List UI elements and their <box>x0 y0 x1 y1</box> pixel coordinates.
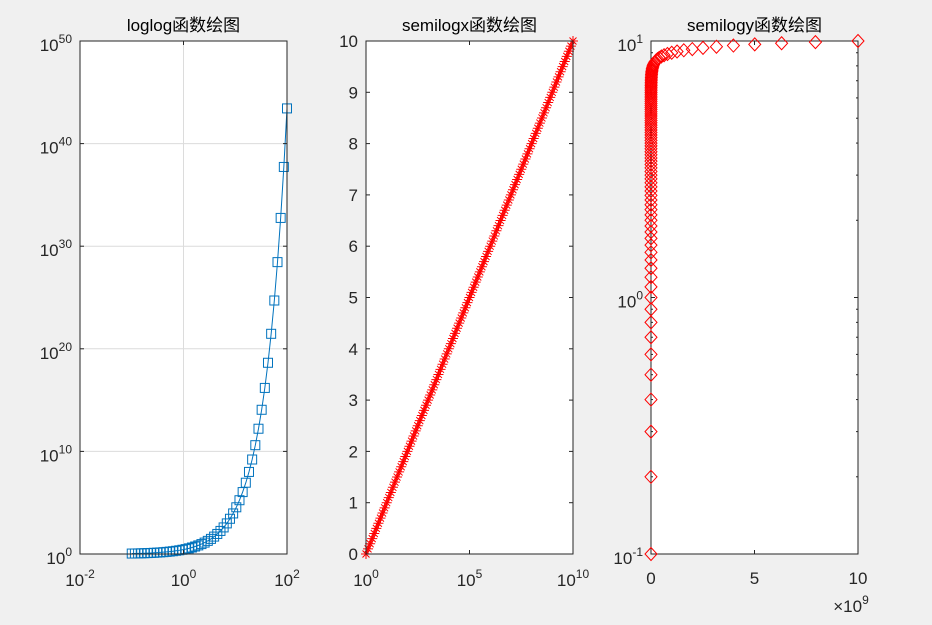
tick-label: 1010 <box>40 442 73 465</box>
tick-label: 1010 <box>557 567 590 590</box>
data-series <box>644 33 865 562</box>
tick-label: 2 <box>349 442 358 461</box>
tick-label: 1040 <box>40 135 73 158</box>
tick-label: 6 <box>349 237 358 256</box>
subplot-loglog: loglog函数绘图 10-2 100 1021001010102010301040… <box>40 16 300 590</box>
tick-label: 0 <box>646 569 655 588</box>
tick-label: 1030 <box>40 237 73 260</box>
tick-label: 100 <box>617 289 643 312</box>
tick-marks <box>365 40 574 555</box>
tick-label: 1 <box>349 494 358 513</box>
plot-title: semilogx函数绘图 <box>402 16 537 35</box>
tick-label: 5 <box>750 569 759 588</box>
subplot-semilogy: semilogy函数绘图 0 5 10 10-1 100 101 ×109 <box>613 16 869 616</box>
data-series <box>361 36 578 559</box>
tick-label: 9 <box>349 83 358 102</box>
tick-label: 100 <box>353 567 379 590</box>
tick-label: 10 <box>339 32 358 51</box>
tick-labels: 100 105 1010 0 1 2 3 4 5 6 7 8 9 10 <box>339 32 589 590</box>
tick-label: 105 <box>457 567 483 590</box>
tick-label: 4 <box>349 340 358 359</box>
tick-label: 0 <box>349 545 358 564</box>
tick-marks <box>79 40 288 555</box>
tick-label: 101 <box>617 32 643 55</box>
data-series <box>126 103 292 559</box>
plot-title: semilogy函数绘图 <box>687 16 822 35</box>
axes-background <box>651 41 858 554</box>
tick-label: 8 <box>349 135 358 154</box>
tick-labels: 0 5 10 10-1 100 101 ×109 <box>613 32 869 616</box>
tick-label: ×109 <box>833 593 869 616</box>
tick-label: 102 <box>274 567 300 590</box>
tick-label: 5 <box>349 289 358 308</box>
tick-label: 10-1 <box>613 545 643 568</box>
subplot-semilogx: semilogx函数绘图 100 105 1010 0 1 2 3 4 5 6 7 8 9 10 <box>339 16 589 590</box>
tick-label: 10 <box>849 569 868 588</box>
plot-title: loglog函数绘图 <box>127 16 240 35</box>
tick-label: 1020 <box>40 340 73 363</box>
tick-label: 3 <box>349 391 358 410</box>
tick-label: 100 <box>171 567 197 590</box>
grid-lines <box>80 41 287 554</box>
tick-label: 1050 <box>40 32 73 55</box>
tick-label: 7 <box>349 186 358 205</box>
tick-label: 100 <box>46 545 72 568</box>
tick-label: 10-2 <box>65 567 95 590</box>
